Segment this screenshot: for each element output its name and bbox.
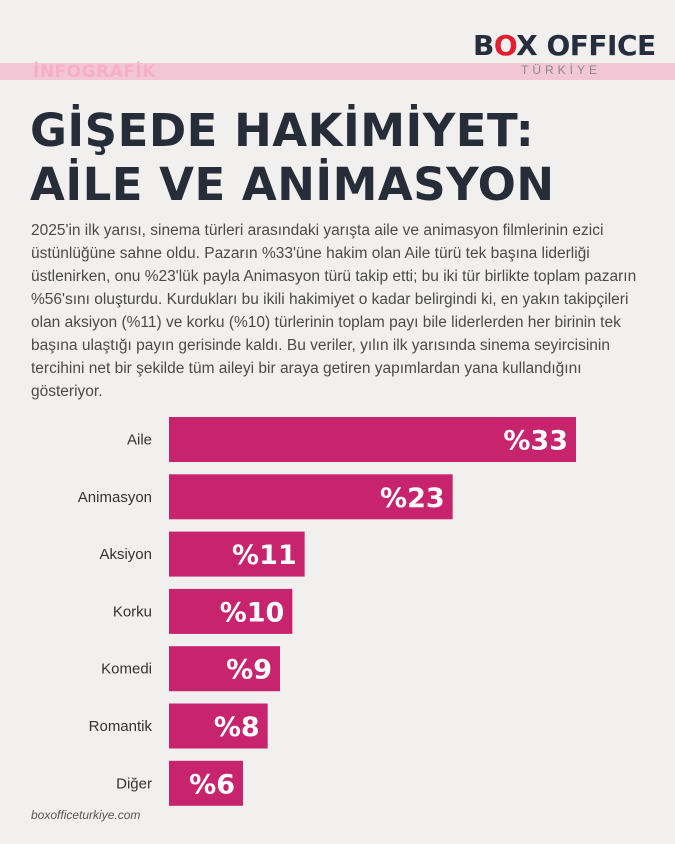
footer-source: boxofficeturkiye.com (31, 808, 141, 822)
value-label-6: %6 (189, 769, 235, 800)
category-label-2: Aksiyon (99, 546, 152, 563)
bar-2 (169, 531, 305, 577)
logo-wordmark: BOX OFFICE (473, 29, 656, 62)
title-line-1: GİŞEDE HAKİMİYET: (30, 104, 535, 157)
bar-6 (169, 760, 243, 806)
bar-4 (169, 646, 280, 692)
description-paragraph: 2025'in ilk yarısı, sinema türleri arası… (31, 222, 637, 400)
title-line-2: AİLE VE ANİMASYON (30, 158, 555, 211)
value-label-3: %10 (220, 597, 285, 628)
bar-3 (169, 588, 293, 634)
value-label-5: %8 (214, 712, 260, 743)
logo-letter-b: B (473, 29, 494, 62)
value-label-2: %11 (232, 540, 297, 571)
value-label-0: %33 (503, 426, 568, 457)
category-label-4: Komedi (101, 661, 152, 678)
header-band (0, 63, 675, 80)
infografik-tag: İNFOGRAFİK (33, 62, 156, 82)
category-label-0: Aile (127, 432, 152, 449)
logo-rest: X OFFICE (516, 29, 656, 62)
bar-0 (169, 417, 576, 462)
logo-o-mark: O (493, 29, 517, 62)
page-title: GİŞEDE HAKİMİYET: AİLE VE ANİMASYON (30, 104, 555, 212)
category-label-1: Animasyon (78, 489, 152, 506)
value-label-1: %23 (380, 483, 445, 514)
logo-subtitle: TÜRKİYE (521, 63, 602, 77)
category-label-3: Korku (113, 603, 152, 620)
category-label-6: Diğer (116, 775, 152, 792)
category-label-5: Romantik (89, 718, 153, 735)
value-label-4: %9 (226, 655, 272, 686)
bar-5 (169, 703, 268, 749)
box-office-logo: BOX OFFICE TÜRKİYE (473, 29, 656, 78)
bar-1 (169, 474, 453, 520)
